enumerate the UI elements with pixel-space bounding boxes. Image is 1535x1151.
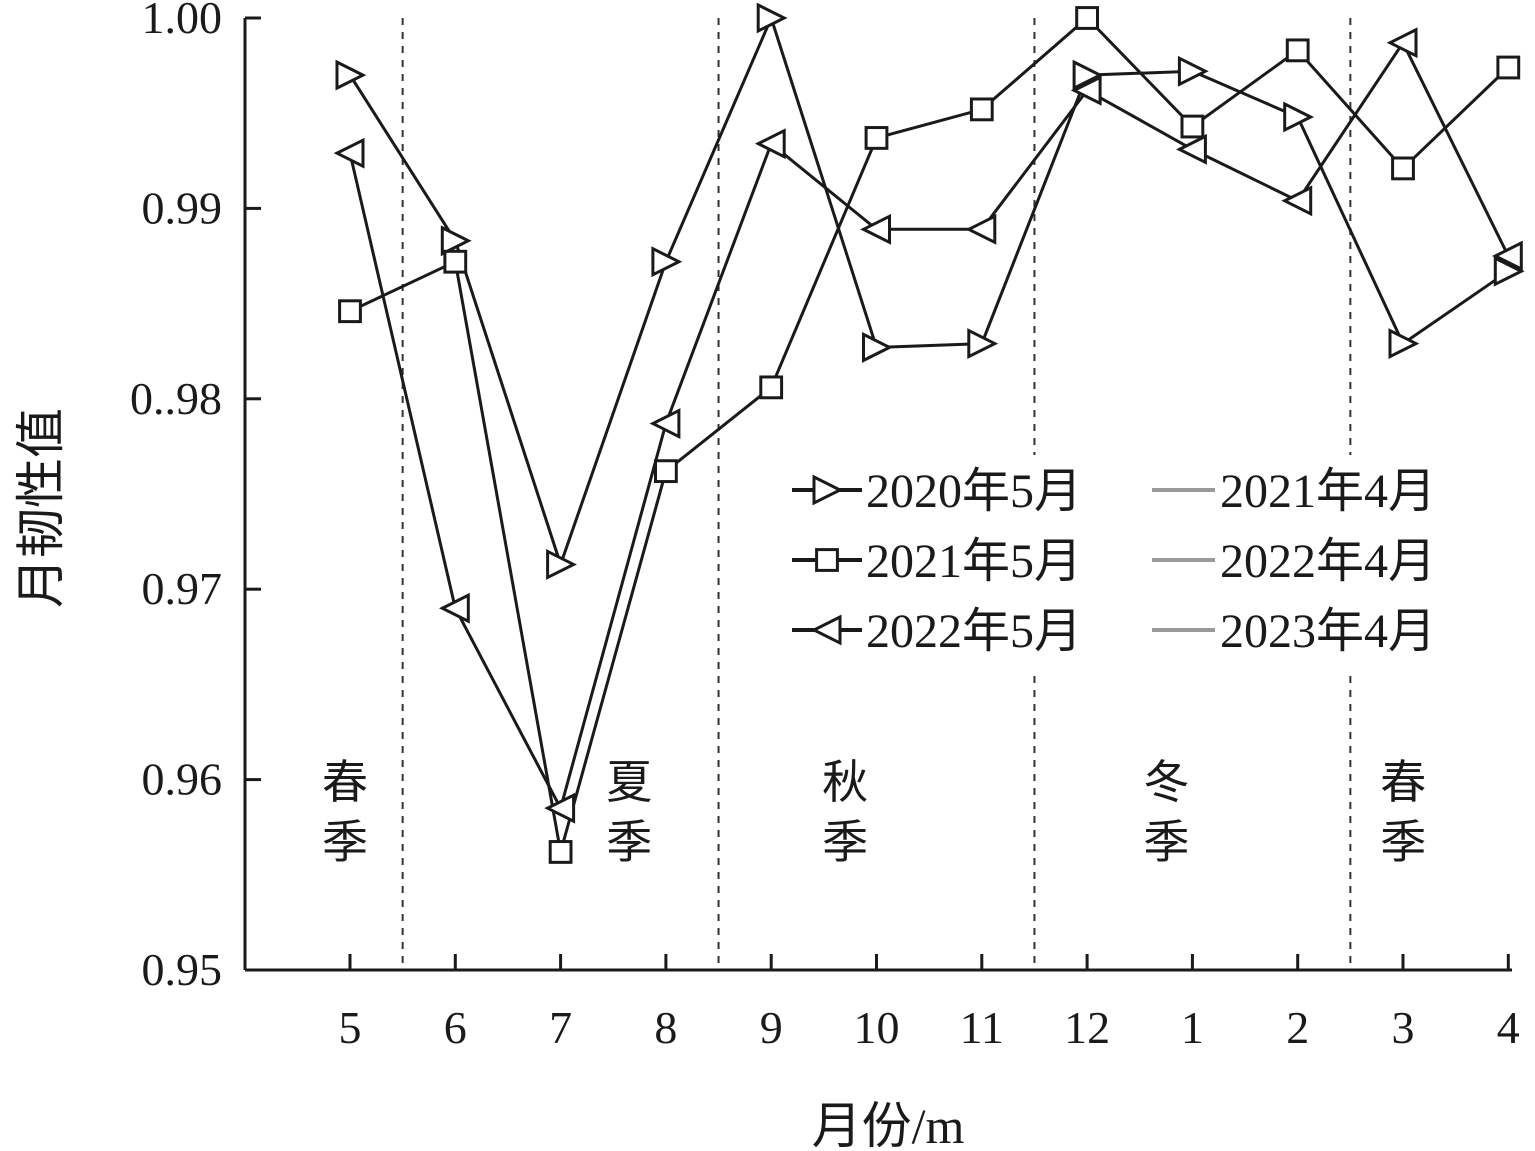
season-label-line1: 秋 [822,757,868,808]
y-tick-label: 0.97 [142,563,223,614]
series-square [338,6,1521,864]
square-marker [969,97,994,122]
season-label-line2: 季 [322,817,368,868]
x-tick-label: 7 [549,1002,572,1053]
y-tick-label: 0.96 [142,754,223,805]
triangle-left-marker [544,792,576,824]
square-marker [1180,114,1205,139]
triangle-left-marker [1491,240,1523,272]
square-marker [759,375,784,400]
legend-label: 2023年4月 [1220,605,1436,658]
triangle-right-marker [756,2,788,34]
triangle-left-marker [649,408,681,439]
square-marker [864,126,889,150]
square-marker [1285,38,1310,63]
legend-entry: 2021年5月 2022年4月 [792,535,1436,588]
triangle-right-marker [651,246,683,278]
y-axis-title: 月韧性值 [13,408,69,608]
legend-entry: 2020年5月 2021年4月 [792,465,1436,518]
legend-label: 2021年4月 [1220,465,1436,518]
x-axis-title: 月份/m [812,1098,965,1151]
legend-entry: 2022年5月 2023年4月 [792,605,1436,658]
x-tick-label: 3 [1392,1002,1415,1053]
triangle-left-marker [860,213,891,245]
triangle-left-marker [1070,74,1102,106]
triangle-left-marker [810,614,842,646]
square-marker [1391,156,1415,181]
season-label-line1: 夏 [606,757,652,808]
triangle-right-marker [1388,328,1420,360]
legend-background [780,455,1510,670]
legend-label: 2022年5月 [866,605,1082,658]
x-tick-label: 11 [960,1002,1004,1053]
season-label-line2: 季 [822,817,868,868]
x-tick-label: 4 [1497,1002,1520,1053]
x-tick-label: 10 [854,1002,900,1053]
legend-label: 2020年5月 [866,465,1082,518]
series-line [348,13,1510,570]
triangle-right-marker [812,474,844,506]
square-marker [1075,6,1099,30]
triangle-right-marker [1283,101,1315,133]
series-triangle-left [333,27,1523,824]
x-tick-label: 1 [1181,1002,1204,1053]
season-label-line1: 冬 [1143,757,1189,808]
square-marker [654,459,678,484]
x-tick-label: 12 [1064,1002,1110,1053]
triangle-left-marker [754,128,786,160]
x-tick-label: 6 [444,1002,467,1053]
legend: 2020年5月 2021年4月 2021年5月 2022年4月 2022年5月 2023年… [780,455,1510,670]
x-ticks: 5 6 7 8 9 10 11 12 1 2 3 4 [339,954,1520,1053]
triangle-right-marker [862,331,893,363]
series-line [349,15,1510,853]
triangle-left-marker [1176,133,1207,165]
x-tick-label: 8 [654,1002,677,1053]
season-label-line2: 季 [606,817,652,868]
legend-label: 2021年5月 [866,535,1082,588]
triangle-right-marker [335,59,367,91]
square-marker [338,299,362,324]
triangle-left-marker [965,213,997,245]
series-group [333,2,1525,864]
triangle-left-marker [1281,185,1313,217]
square-marker [548,840,573,864]
season-label-line2: 季 [1143,817,1189,868]
triangle-right-marker [440,225,472,257]
triangle-left-marker [333,137,365,169]
series-line [348,39,1510,813]
square-marker [443,249,468,274]
series-triangle-right [335,2,1525,580]
triangle-left-marker [438,592,470,624]
triangle-right-marker [1072,59,1104,91]
season-label-line2: 季 [1380,817,1426,868]
y-ticks: 0.95 0.96 0.97 0..98 0.99 1.00 [130,0,261,995]
square-marker [1496,55,1521,80]
square-marker [815,548,839,572]
x-tick-label: 5 [339,1002,362,1053]
y-tick-label: 0.99 [142,182,223,233]
triangle-left-marker [1386,27,1418,59]
legend-label: 2022年4月 [1220,535,1436,588]
triangle-right-marker [546,549,577,580]
triangle-right-marker [967,328,999,360]
triangle-right-marker [1177,55,1209,87]
x-tick-label: 9 [760,1002,783,1053]
season-label-line1: 春 [1380,757,1426,808]
y-tick-label: 1.00 [142,0,223,43]
triangle-right-marker [1493,255,1525,287]
y-tick-label: 0.95 [142,944,223,995]
season-label-line1: 春 [322,757,368,808]
y-tick-label: 0..98 [130,373,222,424]
x-tick-label: 2 [1286,1002,1309,1053]
